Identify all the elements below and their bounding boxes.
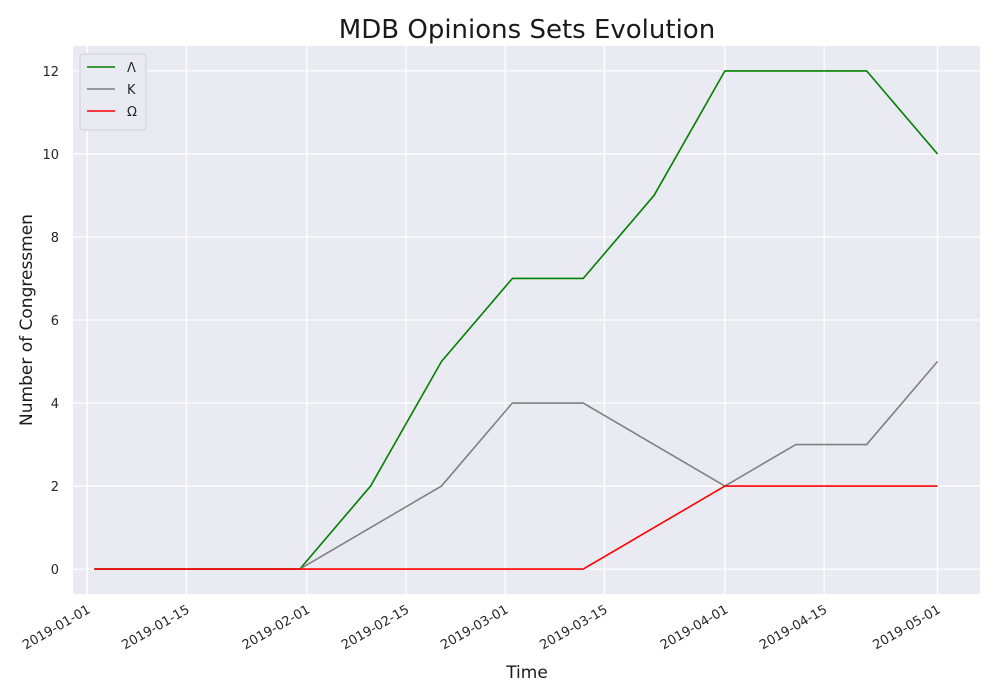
x-tick-label: 2019-04-15 [757, 602, 830, 653]
x-tick-label: 2019-03-01 [438, 602, 511, 653]
y-tick-label: 12 [42, 65, 59, 80]
y-tick-label: 0 [51, 563, 59, 578]
y-tick-label: 6 [51, 314, 59, 329]
x-tick-label: 2019-05-01 [871, 602, 944, 653]
y-axis-label: Number of Congressmen [17, 214, 37, 426]
x-tick-label: 2019-01-01 [20, 602, 93, 653]
y-tick-label: 8 [51, 231, 59, 246]
y-tick-label: 10 [42, 148, 59, 163]
x-tick-label: 2019-02-15 [339, 602, 412, 653]
series-lines [94, 70, 939, 570]
y-tick-label: 4 [51, 397, 59, 412]
series-line-2 [94, 485, 938, 570]
legend-label: Λ [127, 61, 136, 76]
y-axis-ticks: 0 2 4 6 8 10 12 [42, 65, 59, 578]
x-axis-ticks: 2019-01-01 2019-01-15 2019-02-01 2019-02-15… [20, 602, 943, 653]
y-tick-label: 2 [51, 480, 59, 495]
x-tick-label: 2019-04-01 [658, 602, 731, 653]
legend-label: Κ [127, 83, 136, 98]
x-tick-label: 2019-02-01 [240, 602, 313, 653]
x-tick-label: 2019-03-15 [538, 602, 611, 653]
x-axis-label: Time [505, 663, 548, 683]
legend-label: Ω [127, 105, 137, 120]
x-tick-label: 2019-01-15 [119, 602, 192, 653]
series-line-1 [94, 361, 939, 570]
series-line-0 [94, 70, 939, 570]
legend: ΛΚΩ [79, 53, 147, 131]
chart-title: MDB Opinions Sets Evolution [339, 15, 715, 45]
